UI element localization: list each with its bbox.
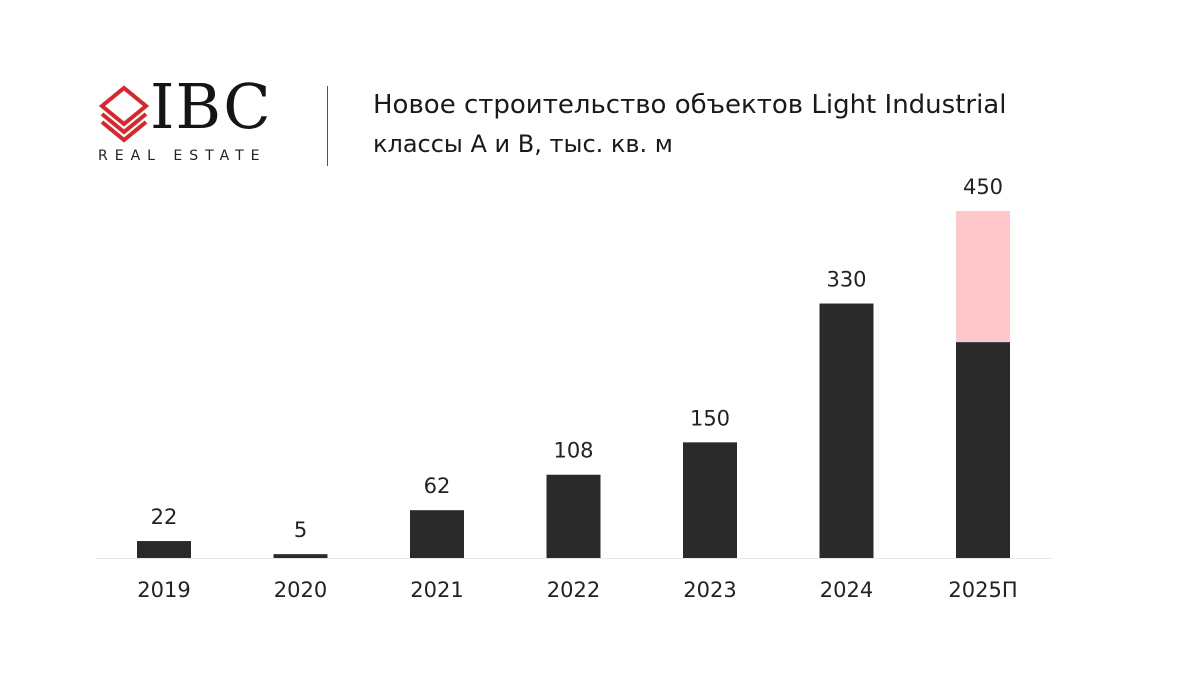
bar-2025П-segment-1 [956, 342, 1010, 558]
logo-wordmark: IBC [150, 70, 272, 143]
logo-tagline: REAL ESTATE [98, 148, 267, 164]
bar-2021-segment-1 [410, 510, 464, 558]
data-label-2019: 22 [151, 505, 178, 529]
ibc-logo: IBC REAL ESTATE [98, 76, 288, 174]
x-tick-2024: 2024 [820, 578, 873, 602]
x-tick-2023: 2023 [683, 578, 736, 602]
header-divider [327, 86, 328, 166]
bar-2025П-segment-2 [956, 211, 1010, 343]
bar-2023-segment-1 [683, 442, 737, 558]
data-label-2020: 5 [294, 518, 307, 542]
data-label-2022: 108 [553, 439, 593, 463]
x-tick-2019: 2019 [137, 578, 190, 602]
x-tick-2021: 2021 [410, 578, 463, 602]
x-tick-2020: 2020 [274, 578, 327, 602]
data-label-2021: 62 [424, 474, 451, 498]
bar-2019-segment-1 [137, 541, 191, 558]
bar-2020-segment-1 [273, 554, 328, 558]
x-tick-2022: 2022 [547, 578, 600, 602]
data-label-2023: 150 [690, 406, 730, 430]
bar-2022-segment-1 [546, 474, 601, 558]
bar-2024-segment-1 [819, 303, 874, 558]
layers-logo-icon [98, 85, 150, 143]
data-label-2024: 330 [826, 268, 866, 292]
chart-title: Новое строительство объектов Light Indus… [373, 90, 1007, 120]
chart-subtitle: классы А и В, тыс. кв. м [373, 130, 673, 158]
data-label-2025П: 450 [963, 175, 1003, 199]
x-tick-2025П: 2025П [948, 578, 1017, 602]
